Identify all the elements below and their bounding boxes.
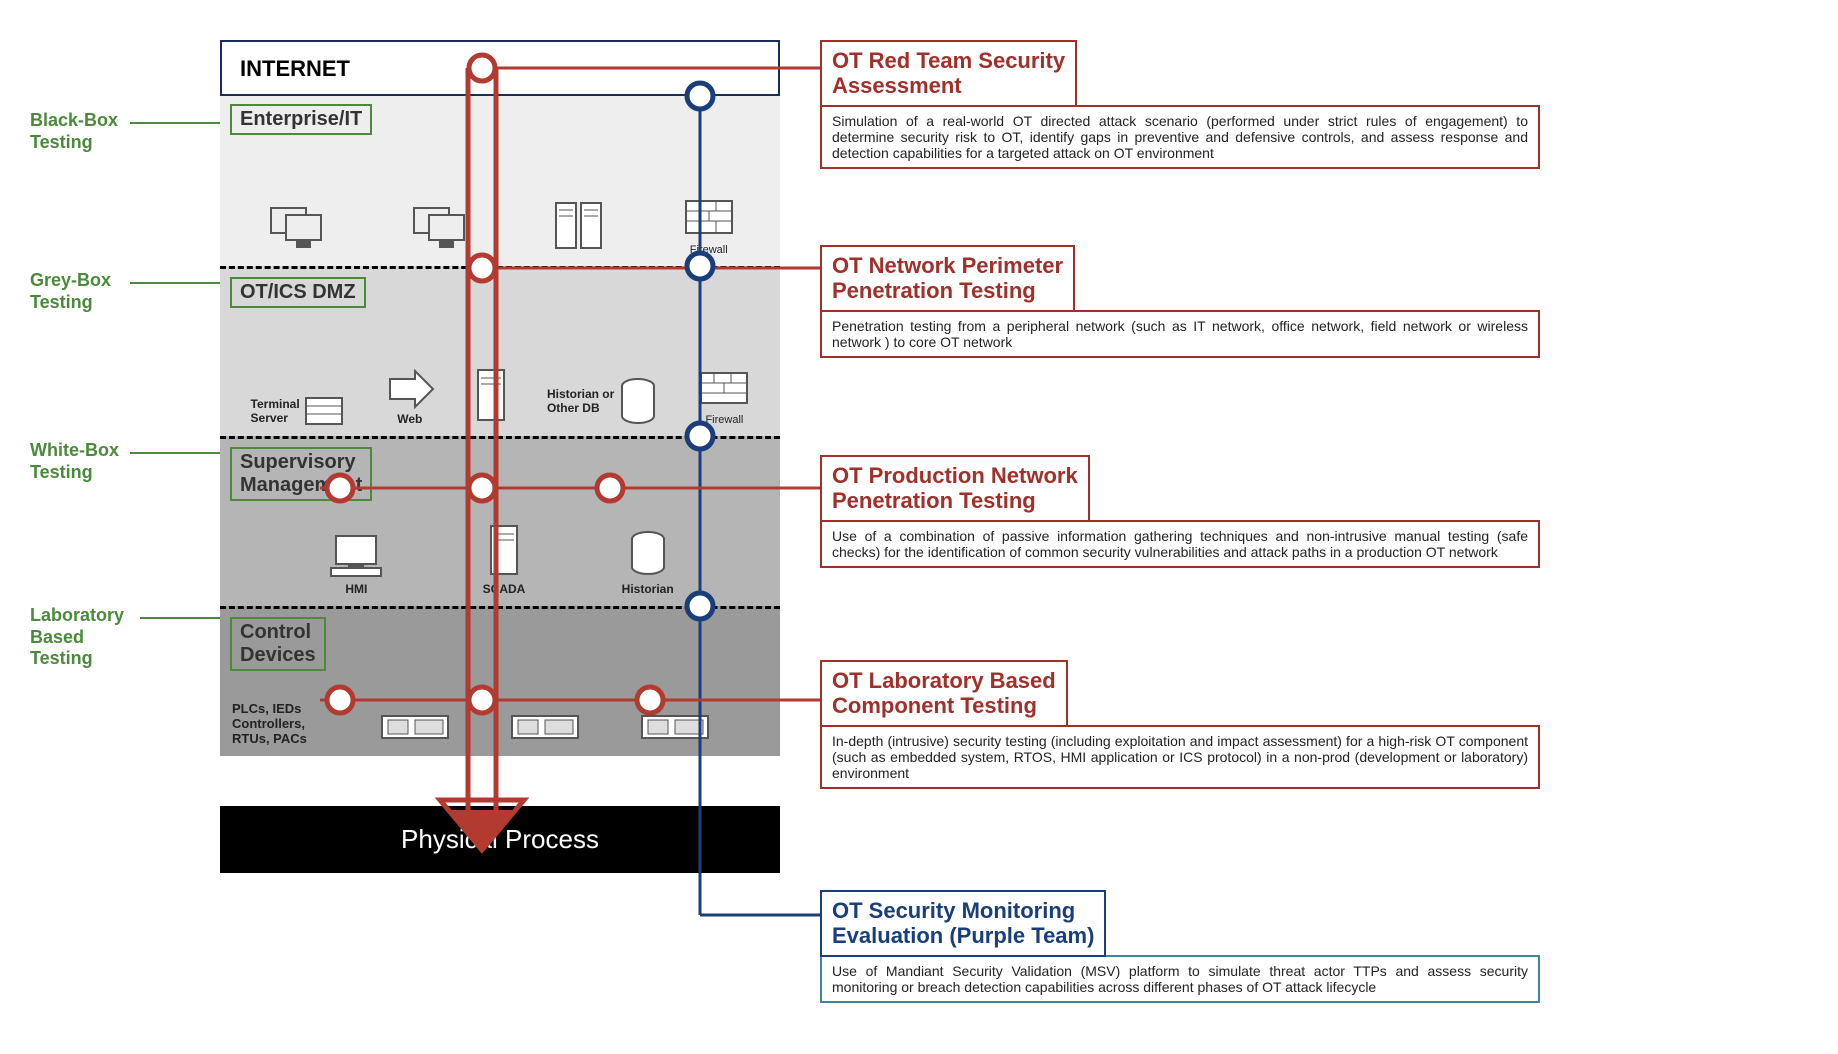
servers-icon xyxy=(551,198,611,256)
terminal-server-icon: Terminal Server xyxy=(251,396,344,426)
firewall-icon: Firewall xyxy=(699,371,749,426)
layer-enterprise: Enterprise/IT Firewall xyxy=(220,96,780,266)
callout-title: OT Security Monitoring Evaluation (Purpl… xyxy=(820,890,1106,957)
layer-title-control: Control Devices xyxy=(230,617,326,671)
label-whitebox: White-Box Testing xyxy=(30,440,119,483)
internet-box: INTERNET xyxy=(220,40,780,96)
hmi-icon: HMI xyxy=(326,534,386,596)
scada-icon: SCADA xyxy=(483,524,526,596)
callout-body: Use of a combination of passive informat… xyxy=(820,520,1540,568)
callout-title: OT Production Network Penetration Testin… xyxy=(820,455,1090,522)
callout-production: OT Production Network Penetration Testin… xyxy=(820,455,1540,568)
layer-title-enterprise: Enterprise/IT xyxy=(230,104,372,135)
label-greybox: Grey-Box Testing xyxy=(30,270,111,313)
historian-icon: Historian xyxy=(622,529,674,596)
callout-body: Use of Mandiant Security Validation (MSV… xyxy=(820,955,1540,1003)
computers-icon xyxy=(409,203,479,256)
callout-title: OT Red Team Security Assessment xyxy=(820,40,1077,107)
layer-title-dmz: OT/ICS DMZ xyxy=(230,277,366,308)
physical-process-box: Physical Process xyxy=(220,806,780,873)
plc-icon xyxy=(640,708,710,746)
layer-supervisory: Supervisory Management HMI SCADA Histori… xyxy=(220,436,780,606)
label-lab: Laboratory Based Testing xyxy=(30,605,124,670)
historian-db-icon: Historian or Other DB xyxy=(547,376,658,426)
ot-testing-diagram: Black-Box Testing Grey-Box Testing White… xyxy=(20,20,1818,1014)
callout-monitoring: OT Security Monitoring Evaluation (Purpl… xyxy=(820,890,1540,1003)
web-arrow-icon: Web xyxy=(385,369,435,426)
callout-lab: OT Laboratory Based Component Testing In… xyxy=(820,660,1540,789)
layer-control: Control Devices PLCs, IEDs Controllers, … xyxy=(220,606,780,756)
callout-perimeter: OT Network Perimeter Penetration Testing… xyxy=(820,245,1540,358)
callout-body: Simulation of a real-world OT directed a… xyxy=(820,105,1540,169)
callout-red-team: OT Red Team Security Assessment Simulati… xyxy=(820,40,1540,169)
layer-stack: INTERNET Enterprise/IT Firewall xyxy=(220,40,780,873)
server-icon xyxy=(476,368,506,426)
computers-icon xyxy=(266,203,336,256)
layer-dmz: OT/ICS DMZ Terminal Server Web xyxy=(220,266,780,436)
layer-title-supervisory: Supervisory Management xyxy=(230,447,372,501)
callout-title: OT Network Perimeter Penetration Testing xyxy=(820,245,1075,312)
plc-icon xyxy=(510,708,580,746)
label-blackbox: Black-Box Testing xyxy=(30,110,118,153)
callout-body: In-depth (intrusive) security testing (i… xyxy=(820,725,1540,789)
callout-body: Penetration testing from a peripheral ne… xyxy=(820,310,1540,358)
plc-icon xyxy=(380,708,450,746)
callout-title: OT Laboratory Based Component Testing xyxy=(820,660,1068,727)
firewall-icon: Firewall xyxy=(684,196,734,256)
control-sub-label: PLCs, IEDs Controllers, RTUs, PACs xyxy=(232,701,307,746)
